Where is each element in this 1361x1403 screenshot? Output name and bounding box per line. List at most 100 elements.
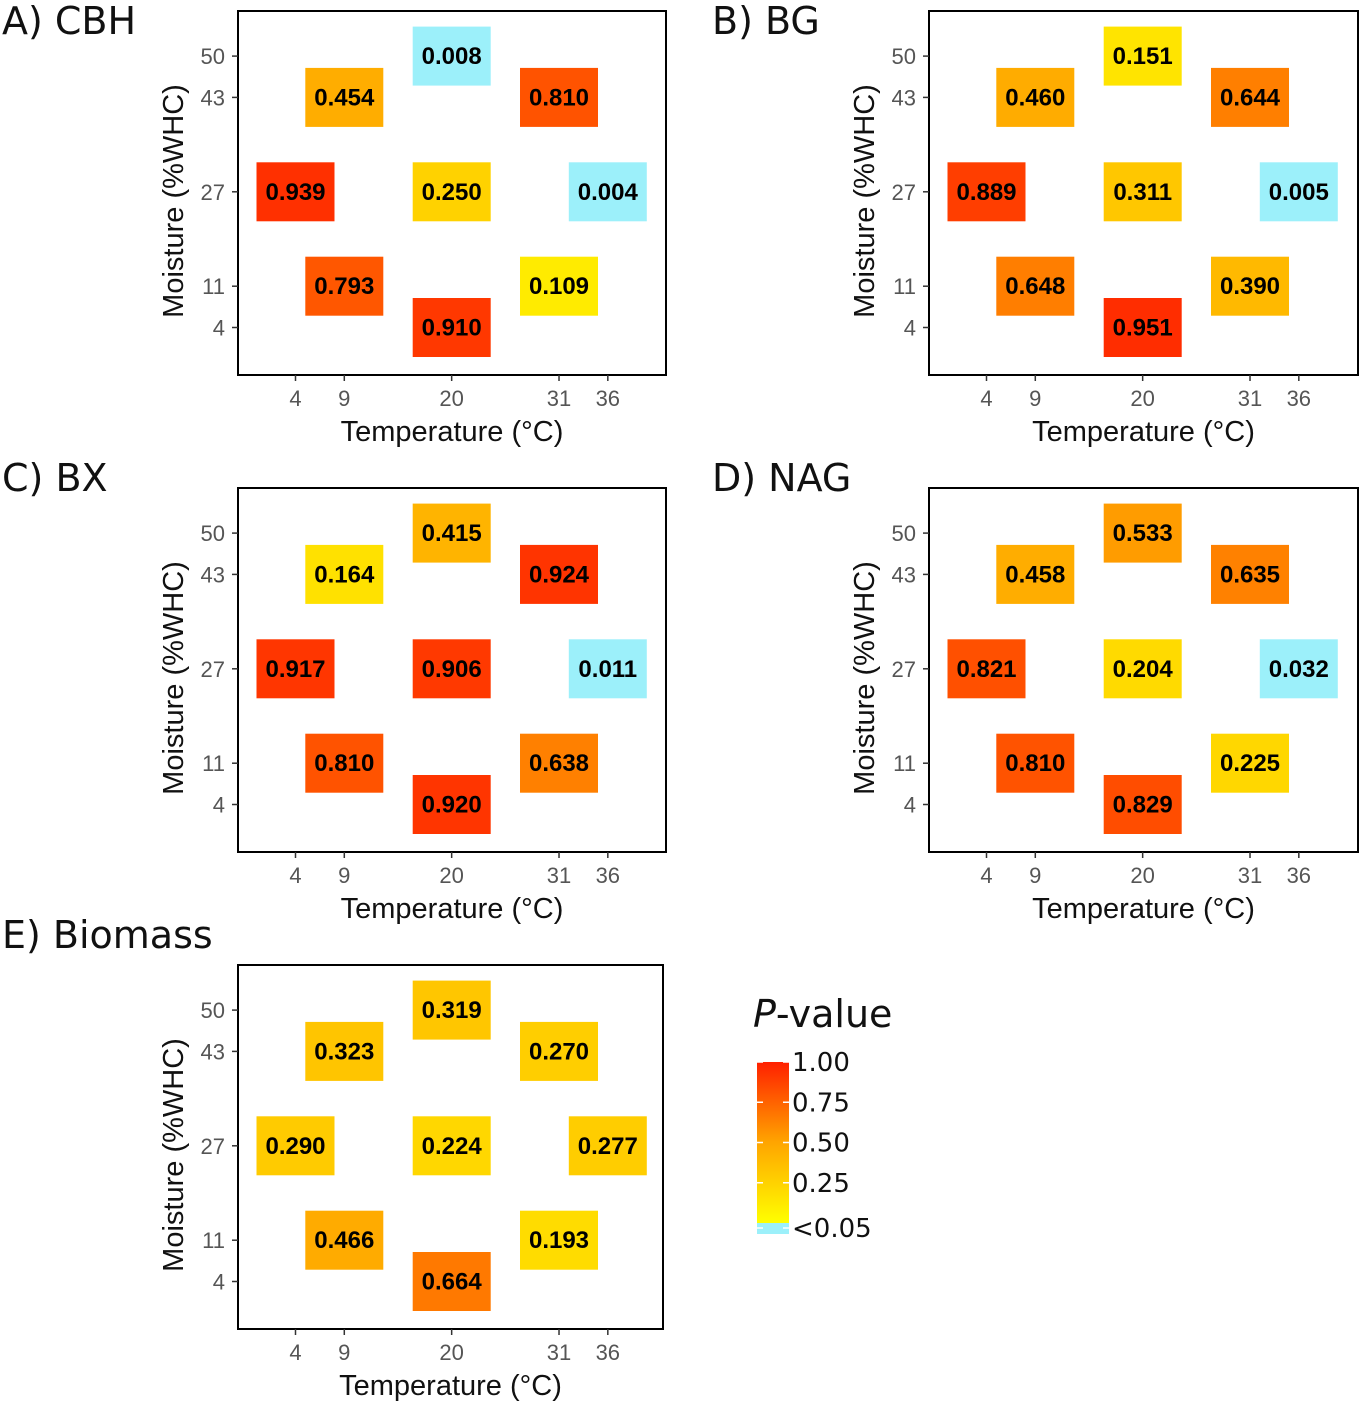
cell-value-label: 0.638 (529, 750, 589, 777)
cell-value-label: 0.109 (529, 273, 589, 300)
y-tick-label: 4 (904, 316, 916, 341)
y-axis-label: Moisture (%WHC) (849, 84, 881, 318)
cell-value-label: 0.390 (1220, 273, 1280, 300)
panel-1: B) BG 0.151 0.460 0.644 0.889 0.311 0.005 0.648… (712, 0, 1359, 448)
y-tick-label: 4 (213, 316, 225, 341)
cell-value-label: 0.533 (1113, 520, 1173, 547)
y-tick-label: 50 (201, 998, 225, 1023)
x-tick-label: 9 (338, 863, 350, 888)
legend-tick-label: <0.05 (792, 1214, 872, 1244)
legend-title-italic: P (753, 992, 776, 1036)
x-tick-label: 20 (1130, 863, 1154, 888)
cell-value-label: 0.466 (314, 1227, 374, 1254)
heatmap-cell (1103, 775, 1182, 834)
cell-value-label: 0.951 (1113, 315, 1173, 342)
cell-value-label: 0.323 (314, 1038, 374, 1065)
heatmap-cell (520, 67, 598, 127)
panel-0: A) CBH 0.008 0.454 0.810 0.939 0.250 0.004 0.79… (2, 0, 667, 448)
y-tick-label: 50 (892, 44, 916, 69)
heatmap-cell (412, 298, 491, 357)
y-tick-label: 43 (201, 1039, 225, 1064)
cell-value-label: 0.164 (314, 561, 375, 588)
cell-value-label: 0.648 (1005, 273, 1065, 300)
legend-title-rest: -value (776, 992, 893, 1036)
cell-value-label: 0.924 (529, 561, 590, 588)
heatmap-cell (520, 1210, 598, 1270)
y-tick-label: 50 (892, 521, 916, 546)
heatmap-cell (520, 733, 598, 793)
heatmap-cell (412, 775, 491, 834)
heatmap-cell (1211, 544, 1289, 604)
heatmap-cell (412, 639, 491, 699)
y-tick-label: 50 (201, 44, 225, 69)
heatmap-cell (1259, 639, 1338, 699)
heatmap-cell (305, 1021, 384, 1081)
plot-frame (928, 487, 1359, 853)
cell-value-label: 0.011 (578, 656, 637, 683)
y-axis-label: Moisture (%WHC) (849, 561, 881, 795)
heatmap-cell (412, 162, 491, 222)
cell-value-label: 0.664 (422, 1269, 483, 1296)
heatmap-cell (256, 1116, 335, 1176)
x-tick-label: 31 (1238, 386, 1262, 411)
x-tick-label: 4 (289, 1340, 301, 1365)
cell-value-label: 0.810 (529, 84, 589, 111)
cell-value-label: 0.151 (1113, 43, 1173, 70)
cell-value-label: 0.635 (1220, 561, 1280, 588)
y-tick-label: 43 (892, 85, 916, 110)
y-tick-label: 11 (893, 751, 916, 776)
legend-tick-label: 0.75 (792, 1088, 850, 1118)
x-tick-label: 31 (547, 863, 571, 888)
panel-title: D) NAG (712, 456, 851, 500)
x-tick-label: 31 (547, 1340, 571, 1365)
y-tick-label: 27 (892, 180, 916, 205)
heatmap-cell (305, 544, 384, 604)
cell-value-label: 0.793 (314, 273, 374, 300)
y-tick-label: 11 (202, 1228, 225, 1253)
heatmap-cell (1259, 162, 1338, 222)
cell-value-label: 0.415 (422, 520, 482, 547)
heatmap-cell (1103, 162, 1182, 222)
cell-value-label: 0.032 (1269, 656, 1329, 683)
legend-significant-swatch (757, 1223, 789, 1234)
x-tick-label: 9 (338, 386, 350, 411)
heatmap-cell (305, 256, 384, 316)
cell-value-label: 0.910 (422, 315, 482, 342)
x-tick-label: 20 (439, 863, 463, 888)
heatmap-cell (947, 162, 1026, 222)
y-tick-label: 43 (892, 562, 916, 587)
cell-value-label: 0.939 (265, 179, 325, 206)
heatmap-cell (256, 639, 335, 699)
x-tick-label: 4 (980, 386, 992, 411)
cell-value-label: 0.906 (422, 656, 482, 683)
heatmap-cell (1211, 733, 1289, 793)
x-axis-label: Temperature (°C) (339, 1370, 562, 1402)
x-tick-label: 36 (1287, 386, 1311, 411)
y-tick-label: 27 (201, 657, 225, 682)
x-tick-label: 9 (1029, 386, 1041, 411)
panel-title: A) CBH (2, 0, 136, 43)
y-tick-label: 4 (213, 793, 225, 818)
heatmap-cell (996, 733, 1075, 793)
x-tick-label: 4 (289, 386, 301, 411)
cell-value-label: 0.204 (1113, 656, 1174, 683)
plot-frame (928, 10, 1359, 376)
cell-value-label: 0.225 (1220, 750, 1280, 777)
heatmap-cell (412, 1252, 491, 1311)
heatmap-cell (1103, 298, 1182, 357)
y-axis-label: Moisture (%WHC) (158, 84, 190, 318)
cell-value-label: 0.224 (422, 1133, 483, 1160)
cell-value-label: 0.460 (1005, 84, 1065, 111)
cell-value-label: 0.810 (1005, 750, 1065, 777)
y-tick-label: 11 (893, 274, 916, 299)
cell-value-label: 0.889 (956, 179, 1016, 206)
y-tick-label: 11 (202, 751, 225, 776)
cell-value-label: 0.454 (314, 84, 375, 111)
heatmap-cell (305, 733, 384, 793)
cell-value-label: 0.277 (578, 1133, 638, 1160)
heatmap-cell (520, 1021, 598, 1081)
heatmap-cell (305, 67, 384, 127)
x-tick-label: 9 (338, 1340, 350, 1365)
